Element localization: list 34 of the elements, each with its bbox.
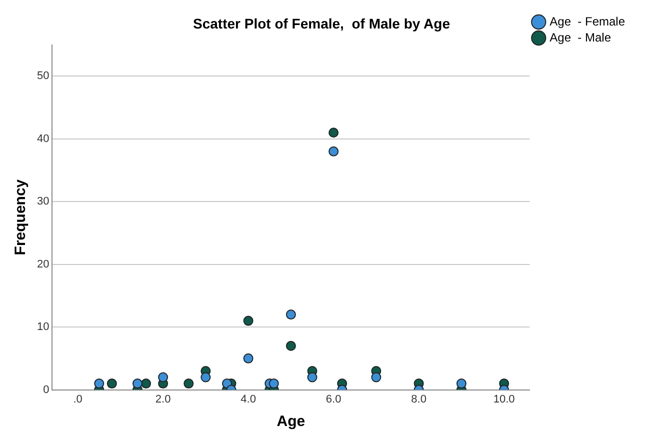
y-tick-label: 40 <box>36 132 50 145</box>
y-tick-label: 20 <box>36 258 50 270</box>
point <box>268 378 279 389</box>
legend-label: Age - Male <box>550 30 612 44</box>
x-tick-label: 8.0 <box>411 393 426 406</box>
point <box>328 146 339 156</box>
point <box>243 353 254 364</box>
point <box>158 372 168 382</box>
point <box>132 378 142 389</box>
point <box>286 340 296 351</box>
point <box>200 372 211 382</box>
point <box>141 378 152 389</box>
x-tick-label: 4.0 <box>240 393 256 406</box>
point <box>328 128 339 138</box>
y-tick-label: 50 <box>36 70 50 82</box>
y-tick-label: 10 <box>36 321 50 334</box>
x-tick-label: 6.0 <box>326 393 342 406</box>
point <box>456 378 466 389</box>
x-tick-label: .0 <box>73 393 82 406</box>
chart-title: Scatter Plot of Female, of Male by Age <box>193 15 450 32</box>
point <box>371 372 382 382</box>
point <box>307 372 318 382</box>
point <box>94 378 104 389</box>
x-tick-label: 10.0 <box>493 393 515 406</box>
y-tick-label: 0 <box>43 384 50 396</box>
legend-label: Age - Female <box>550 14 626 28</box>
x-tick-label: 2.0 <box>155 393 171 406</box>
point <box>286 310 296 320</box>
y-tick-label: 30 <box>36 196 50 208</box>
point <box>243 316 254 326</box>
point <box>106 378 117 389</box>
x-axis-title: Age <box>276 413 306 430</box>
y-axis-title: Frequency <box>12 178 30 256</box>
point <box>184 378 194 389</box>
